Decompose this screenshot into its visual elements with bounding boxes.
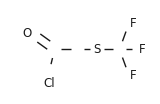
- Text: F: F: [139, 43, 146, 56]
- Text: Cl: Cl: [43, 77, 55, 90]
- Text: O: O: [23, 27, 32, 40]
- Text: F: F: [130, 69, 136, 82]
- Text: S: S: [93, 43, 101, 56]
- Text: F: F: [130, 17, 136, 30]
